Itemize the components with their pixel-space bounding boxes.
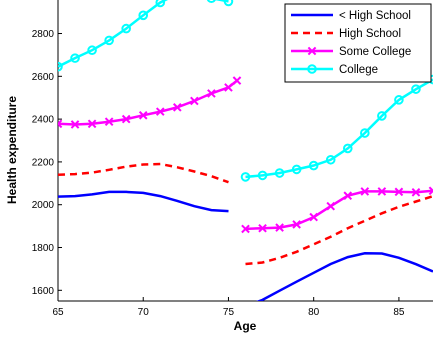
- legend-label: < High School: [339, 10, 411, 22]
- data-point: [360, 187, 370, 196]
- data-point: [292, 220, 301, 229]
- x-tick-label: 75: [223, 307, 235, 318]
- data-point: [308, 160, 319, 171]
- data-point: [343, 191, 353, 201]
- legend-label: High School: [339, 28, 401, 40]
- series-line: [256, 252, 433, 301]
- legend-item: Some College: [291, 46, 411, 58]
- series-line: [245, 78, 433, 179]
- legend-marker: [307, 64, 317, 74]
- data-point: [138, 10, 149, 21]
- y-tick-label: 2000: [32, 200, 55, 211]
- y-tick-label: 2800: [32, 29, 55, 40]
- data-point: [411, 187, 421, 197]
- series-line: [58, 0, 229, 68]
- x-axis-title: Age: [234, 319, 257, 333]
- data-point: [206, 0, 216, 4]
- data-point: [207, 89, 216, 98]
- data-point: [411, 84, 421, 94]
- data-point: [325, 154, 336, 165]
- y-tick-label: 2600: [32, 72, 55, 83]
- data-point: [360, 128, 370, 138]
- series-line: [58, 162, 229, 184]
- data-point: [240, 172, 251, 182]
- data-point: [121, 114, 131, 124]
- y-tick-label: 2200: [32, 157, 55, 168]
- legend-label: College: [339, 64, 378, 76]
- series-line: [58, 190, 229, 213]
- data-point: [121, 23, 131, 34]
- series-some-college: [58, 76, 433, 234]
- data-point: [224, 83, 233, 92]
- y-tick-label: 1600: [32, 286, 55, 297]
- series-high-school: [58, 162, 433, 266]
- data-point: [428, 186, 433, 196]
- legend-marker: [307, 46, 317, 56]
- data-point: [173, 103, 182, 112]
- legend-label: Some College: [339, 46, 411, 58]
- legend-item: < High School: [291, 10, 411, 22]
- legend-item: High School: [291, 28, 401, 40]
- data-point: [138, 110, 148, 120]
- data-point: [309, 212, 318, 222]
- x-tick-label: 65: [52, 307, 64, 318]
- series-college: [58, 0, 433, 182]
- series-high-school: [58, 190, 433, 301]
- series-line: [58, 79, 238, 126]
- legend-item: College: [291, 64, 378, 76]
- x-tick-label: 80: [308, 307, 320, 318]
- data-point: [223, 0, 234, 7]
- data-point: [241, 224, 250, 234]
- data-point: [394, 187, 404, 197]
- y-tick-label: 1800: [32, 243, 55, 254]
- data-point: [87, 119, 97, 129]
- data-point: [257, 170, 268, 181]
- data-point: [70, 53, 80, 63]
- x-tick-label: 85: [393, 307, 405, 318]
- data-point: [104, 35, 114, 46]
- x-tick-label: 70: [138, 307, 150, 318]
- data-point: [377, 111, 387, 121]
- series-line: [245, 194, 433, 266]
- data-point: [394, 95, 404, 105]
- data-point: [155, 107, 165, 116]
- data-point: [326, 201, 336, 211]
- data-point: [104, 117, 114, 126]
- y-tick-label: 2400: [32, 115, 55, 126]
- data-point: [232, 76, 242, 85]
- series-line: [245, 189, 433, 231]
- data-point: [155, 0, 166, 8]
- legend: < High School High School Some College Coll…: [284, 3, 432, 83]
- data-point: [190, 96, 199, 106]
- data-point: [87, 45, 97, 56]
- y-axis-title: Health expenditure: [5, 96, 19, 204]
- data-point: [291, 164, 302, 175]
- data-point: [274, 168, 285, 178]
- data-point: [342, 143, 353, 154]
- data-point: [58, 119, 63, 129]
- data-point: [377, 187, 387, 196]
- data-point: [258, 223, 267, 233]
- data-point: [275, 223, 284, 232]
- data-point: [70, 120, 80, 129]
- data-point: [58, 61, 63, 72]
